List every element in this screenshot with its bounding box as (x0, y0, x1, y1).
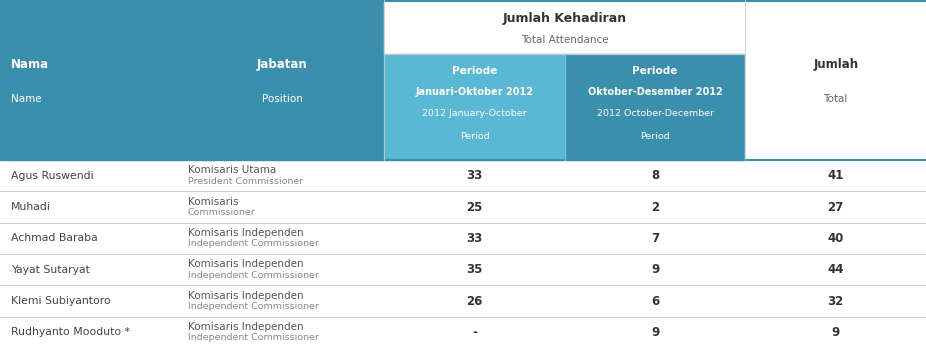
Text: Jabatan: Jabatan (257, 57, 307, 71)
Text: Rudhyanto Mooduto *: Rudhyanto Mooduto * (11, 327, 131, 337)
Text: Independent Commissioner: Independent Commissioner (188, 302, 319, 311)
Text: Komisaris Independen: Komisaris Independen (188, 291, 304, 301)
Text: Commissioner: Commissioner (188, 208, 256, 217)
Text: Komisaris Utama: Komisaris Utama (188, 165, 276, 175)
Text: 6: 6 (651, 294, 659, 308)
Text: Total Attendance: Total Attendance (521, 35, 608, 46)
Text: 33: 33 (467, 232, 482, 245)
Text: Period: Period (641, 132, 669, 141)
Text: -: - (472, 326, 477, 339)
Text: Jumlah Kehadiran: Jumlah Kehadiran (503, 13, 627, 25)
Text: Independent Commissioner: Independent Commissioner (188, 270, 319, 279)
Bar (384, 0, 745, 54)
Text: 8: 8 (651, 169, 659, 182)
Bar (0, 0, 181, 160)
Text: 26: 26 (467, 294, 482, 308)
Text: 2012 January-October: 2012 January-October (422, 109, 527, 118)
Text: Agus Ruswendi: Agus Ruswendi (11, 171, 94, 181)
Text: 33: 33 (467, 169, 482, 182)
Text: Position: Position (262, 94, 303, 104)
Text: 27: 27 (828, 200, 844, 214)
Text: Periode: Periode (452, 66, 497, 76)
Text: 25: 25 (467, 200, 482, 214)
Text: 35: 35 (467, 263, 482, 276)
Text: Oktober-Desember 2012: Oktober-Desember 2012 (588, 87, 722, 97)
Text: 9: 9 (832, 326, 840, 339)
Text: 40: 40 (828, 232, 844, 245)
Text: 41: 41 (828, 169, 844, 182)
Text: 9: 9 (651, 326, 659, 339)
Text: Yayat Sutaryat: Yayat Sutaryat (11, 265, 90, 275)
Bar (181, 0, 384, 160)
Text: 2: 2 (651, 200, 659, 214)
Text: Komisaris Independen: Komisaris Independen (188, 228, 304, 238)
Text: Klemi Subiyantoro: Klemi Subiyantoro (11, 296, 111, 306)
Text: President Commissioner: President Commissioner (188, 176, 303, 185)
Text: Achmad Baraba: Achmad Baraba (11, 234, 98, 243)
Text: Nama: Nama (11, 57, 49, 71)
Text: Independent Commissioner: Independent Commissioner (188, 239, 319, 248)
Text: Period: Period (460, 132, 489, 141)
Bar (745, 0, 926, 160)
Text: 44: 44 (828, 263, 844, 276)
Text: Periode: Periode (632, 66, 678, 76)
Text: 32: 32 (828, 294, 844, 308)
Text: 2012 October-December: 2012 October-December (596, 109, 714, 118)
Text: Total: Total (823, 94, 848, 104)
Text: Name: Name (11, 94, 42, 104)
Text: 7: 7 (651, 232, 659, 245)
Bar (384, 54, 565, 160)
Text: Muhadi: Muhadi (11, 202, 51, 212)
Text: 9: 9 (651, 263, 659, 276)
Text: Januari-Oktober 2012: Januari-Oktober 2012 (416, 87, 533, 97)
Bar (565, 54, 745, 160)
Text: Jumlah: Jumlah (813, 57, 858, 71)
Text: Komisaris: Komisaris (188, 197, 239, 207)
Text: Komisaris Independen: Komisaris Independen (188, 322, 304, 332)
Text: Independent Commissioner: Independent Commissioner (188, 333, 319, 342)
Text: Komisaris Independen: Komisaris Independen (188, 259, 304, 269)
